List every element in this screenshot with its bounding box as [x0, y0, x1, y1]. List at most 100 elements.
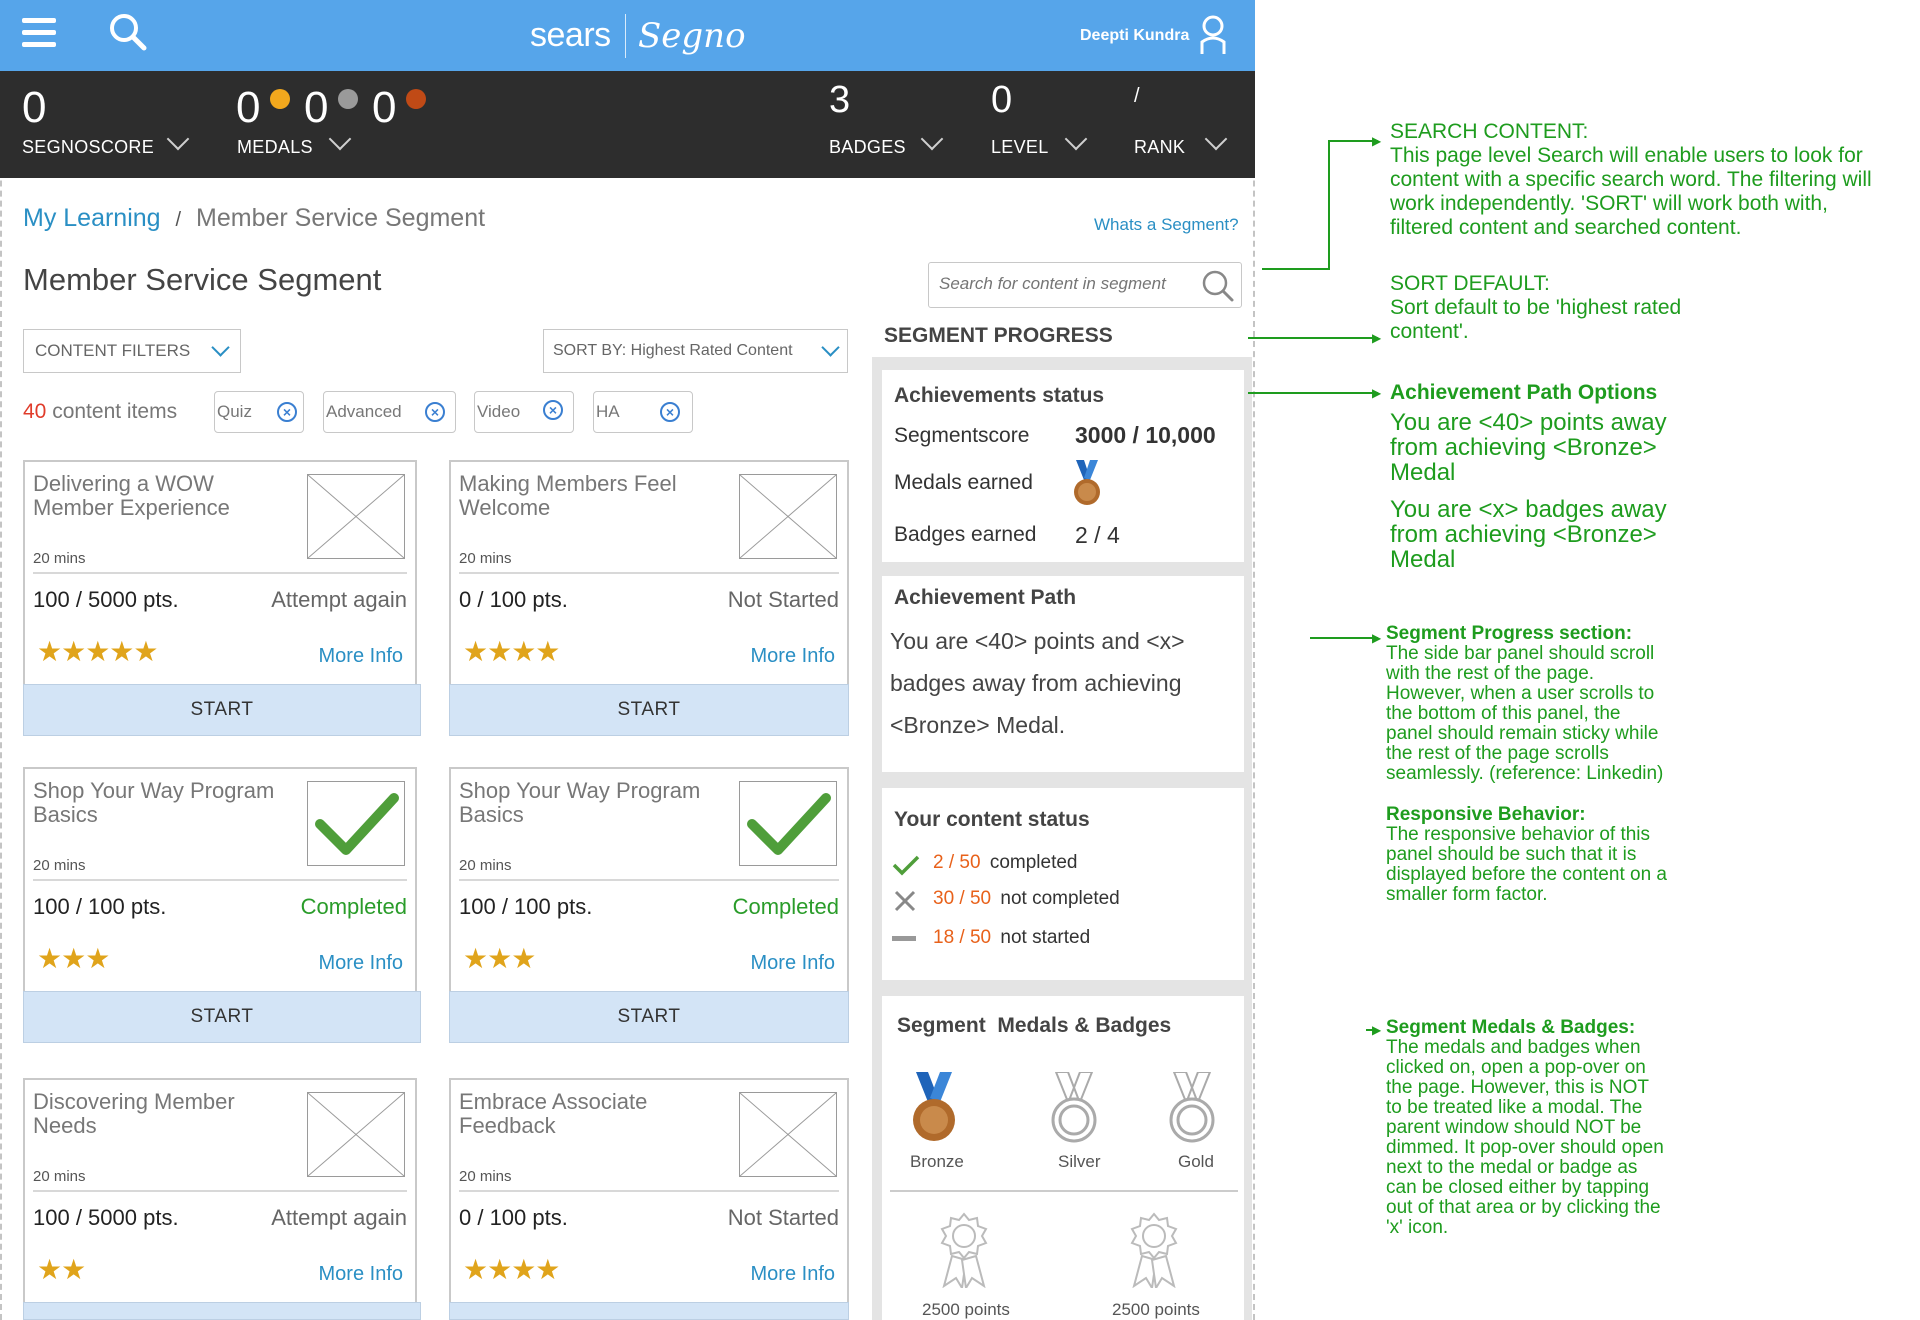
card-title[interactable]: Embrace Associate Feedback: [459, 1089, 648, 1138]
close-icon[interactable]: ×: [277, 402, 297, 422]
sort-dropdown[interactable]: SORT BY: Highest Rated Content: [543, 329, 848, 373]
divider: [33, 1190, 407, 1192]
checkmark-icon: [307, 781, 405, 866]
card-title[interactable]: Shop Your Way Program Basics: [33, 778, 275, 827]
achievement-path-text: <Bronze> Medal.: [890, 712, 1066, 738]
card-duration: 20 mins: [33, 550, 86, 567]
annotation-heading: SEARCH CONTENT:: [1390, 120, 1589, 143]
content-card[interactable]: Shop Your Way Program Basics 20 mins 100…: [449, 767, 849, 993]
badges-earned-value: 2 / 4: [1075, 522, 1120, 548]
medals-label[interactable]: MEDALS: [237, 137, 313, 157]
card-duration: 20 mins: [33, 857, 86, 874]
image-placeholder-icon: [307, 474, 405, 559]
start-button[interactable]: START: [449, 684, 849, 736]
start-button[interactable]: START: [23, 991, 421, 1043]
divider: [459, 1190, 839, 1192]
rating-stars: ★★★: [37, 943, 110, 974]
annotation-search-content: SEARCH CONTENT: This page level Search w…: [1390, 120, 1872, 240]
start-button[interactable]: [449, 1302, 849, 1320]
annotation-heading: Achievement Path Options: [1390, 381, 1658, 404]
content-filters-label: CONTENT FILTERS: [35, 341, 191, 360]
annotation-line: 'x' icon.: [1386, 1217, 1449, 1238]
silver-medal-icon[interactable]: [1050, 1072, 1098, 1144]
content-card[interactable]: Shop Your Way Program Basics 20 mins 100…: [23, 767, 417, 993]
close-icon[interactable]: ×: [660, 402, 680, 422]
image-placeholder-icon: [739, 474, 837, 559]
card-status: Completed: [300, 894, 407, 919]
close-icon[interactable]: ×: [543, 400, 563, 420]
checkmark-icon: [892, 855, 920, 876]
search-input[interactable]: [937, 273, 1191, 295]
card-title[interactable]: Making Members Feel Welcome: [459, 471, 677, 520]
start-button[interactable]: START: [23, 684, 421, 736]
annotation-connector: [1328, 140, 1378, 142]
card-title[interactable]: Discovering Member Needs: [33, 1089, 235, 1138]
whats-segment-link[interactable]: Whats a Segment?: [1094, 215, 1239, 234]
breadcrumb-root[interactable]: My Learning: [23, 204, 161, 232]
annotation-segment-progress: Segment Progress section: The side bar p…: [1386, 624, 1667, 905]
achievement-path-box: Achievement Path You are <40> points and…: [882, 576, 1244, 772]
menu-icon[interactable]: [22, 18, 56, 48]
not-started-text: not started: [1000, 927, 1091, 948]
rating-stars: ★★★★: [463, 636, 560, 667]
start-button[interactable]: [23, 1302, 421, 1320]
level-label[interactable]: LEVEL: [991, 137, 1049, 157]
content-count: 40 content items: [23, 400, 177, 424]
bronze-medal-icon[interactable]: [910, 1072, 958, 1144]
gold-medal-icon[interactable]: [1168, 1072, 1216, 1144]
content-card[interactable]: Making Members Feel Welcome 20 mins 0 / …: [449, 460, 849, 686]
more-info-link[interactable]: More Info: [750, 1263, 835, 1285]
filter-chip: Video ×: [474, 391, 574, 433]
annotation-line: Medal: [1390, 459, 1456, 486]
page-title: Member Service Segment: [23, 262, 382, 297]
badge-rosette-icon[interactable]: [936, 1212, 992, 1288]
card-title[interactable]: Shop Your Way Program Basics: [459, 778, 701, 827]
arrow-right-icon: ▶: [1372, 386, 1382, 400]
annotation-line: work independently. 'SORT' will work bot…: [1390, 192, 1828, 215]
more-info-link[interactable]: More Info: [318, 952, 403, 974]
annotation-line: the bottom of this panel, the: [1386, 703, 1621, 724]
annotation-connector: [1366, 1029, 1376, 1031]
annotation-line: The side bar panel should scroll: [1386, 643, 1655, 664]
user-name[interactable]: Deepti Kundra: [1080, 27, 1190, 44]
chevron-down-icon[interactable]: [1204, 127, 1228, 151]
rating-stars: ★★: [37, 1254, 86, 1285]
chevron-down-icon[interactable]: [1064, 127, 1088, 151]
content-card[interactable]: Embrace Associate Feedback 20 mins 0 / 1…: [449, 1078, 849, 1304]
divider: [890, 1190, 1238, 1192]
more-info-link[interactable]: More Info: [318, 1263, 403, 1285]
chevron-down-icon[interactable]: [920, 127, 944, 151]
filter-chip-label: Quiz: [217, 402, 252, 421]
image-placeholder-icon: [307, 1092, 405, 1177]
content-card[interactable]: Delivering a WOW Member Experience 20 mi…: [23, 460, 417, 686]
segnoscore-label[interactable]: SEGNOSCORE: [22, 137, 155, 157]
start-button[interactable]: START: [449, 991, 849, 1043]
bronze-medal-icon[interactable]: [1072, 460, 1102, 508]
rating-stars: ★★★★★: [37, 636, 159, 667]
card-points: 0 / 100 pts.: [459, 587, 568, 612]
chevron-down-icon[interactable]: [328, 127, 352, 151]
annotation-line: displayed before the content on a: [1386, 864, 1667, 885]
chevron-down-icon[interactable]: [166, 127, 190, 151]
breadcrumb-current: Member Service Segment: [196, 204, 486, 232]
more-info-link[interactable]: More Info: [750, 645, 835, 667]
rank-label[interactable]: RANK: [1134, 137, 1186, 157]
more-info-link[interactable]: More Info: [750, 952, 835, 974]
level-value: 0: [991, 79, 1013, 121]
filter-chip: Advanced ×: [323, 391, 456, 433]
segmentscore-label: Segmentscore: [894, 424, 1030, 447]
more-info-link[interactable]: More Info: [318, 645, 403, 667]
badges-label[interactable]: BADGES: [829, 137, 906, 157]
search-icon[interactable]: [1201, 269, 1235, 303]
medals-gold-value: 0: [236, 83, 261, 132]
filter-chip: Quiz ×: [214, 391, 304, 433]
annotation-line: dimmed. It pop-over should open: [1386, 1137, 1664, 1158]
user-icon[interactable]: [1198, 14, 1228, 56]
search-box[interactable]: [928, 262, 1242, 308]
content-card[interactable]: Discovering Member Needs 20 mins 100 / 5…: [23, 1078, 417, 1304]
close-icon[interactable]: ×: [425, 402, 445, 422]
card-title[interactable]: Delivering a WOW Member Experience: [33, 471, 230, 520]
content-filters-dropdown[interactable]: CONTENT FILTERS: [23, 329, 241, 373]
badge-rosette-icon[interactable]: [1126, 1212, 1182, 1288]
search-icon[interactable]: [108, 12, 148, 52]
